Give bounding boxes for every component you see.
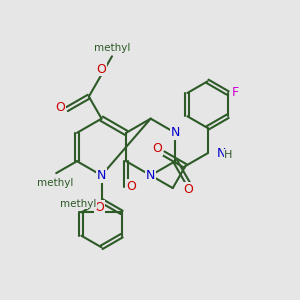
- Text: O: O: [94, 200, 104, 214]
- Text: N: N: [171, 126, 180, 139]
- Text: methyl: methyl: [94, 43, 131, 53]
- Text: O: O: [183, 183, 193, 196]
- Text: O: O: [126, 180, 136, 193]
- Text: H: H: [224, 150, 232, 160]
- Text: N: N: [146, 169, 155, 182]
- Text: O: O: [97, 63, 106, 76]
- Text: O: O: [152, 142, 162, 155]
- Text: O: O: [55, 101, 65, 114]
- Text: N: N: [217, 147, 226, 160]
- Text: methyl: methyl: [37, 178, 73, 188]
- Text: N: N: [97, 169, 106, 182]
- Text: F: F: [232, 86, 239, 100]
- Text: methyl: methyl: [60, 199, 97, 209]
